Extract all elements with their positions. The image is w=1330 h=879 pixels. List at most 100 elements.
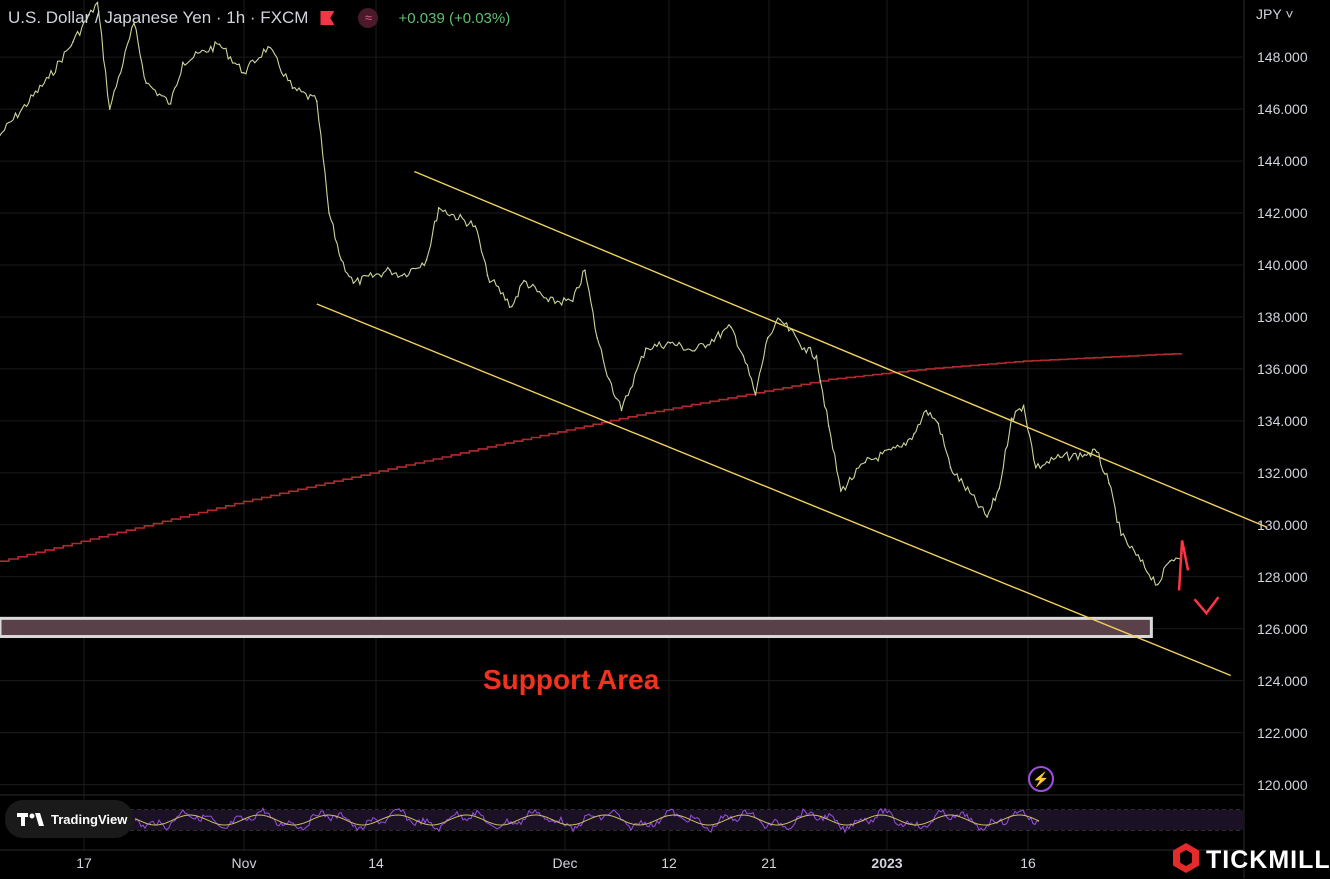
arrow-head <box>1193 596 1220 616</box>
symbol-title[interactable]: U.S. Dollar / Japanese Yen · 1h · FXCM <box>8 8 309 27</box>
price-point <box>133 22 135 25</box>
price-point <box>47 77 50 79</box>
price-point <box>754 394 757 396</box>
price-point <box>584 269 586 271</box>
price-point <box>608 378 611 381</box>
price-point <box>1156 583 1159 586</box>
price-point <box>425 259 428 261</box>
lightning-icon[interactable]: ⚡ <box>1028 766 1054 792</box>
price-point <box>1120 534 1122 536</box>
price-point <box>486 274 489 277</box>
price-point <box>949 466 952 469</box>
price-point <box>169 103 172 105</box>
price-point <box>730 326 732 329</box>
x-tick-label: 16 <box>1020 855 1036 871</box>
moving-average-line <box>0 353 1183 562</box>
price-point <box>145 82 148 84</box>
price-line <box>0 1 1183 586</box>
price-point <box>0 134 1 136</box>
x-tick-label: 12 <box>661 855 677 871</box>
price-point <box>669 342 672 344</box>
tradingview-label: TradingView <box>51 811 128 827</box>
price-point <box>986 516 988 518</box>
channel-upper-line <box>414 170 1268 529</box>
price-point <box>511 305 513 308</box>
x-tick-label: 21 <box>761 855 777 871</box>
price-point <box>596 336 598 339</box>
tradingview-logo-icon <box>17 810 47 828</box>
y-tick-label: 148.000 <box>1257 49 1308 66</box>
price-point <box>571 300 574 303</box>
price-point <box>645 347 647 349</box>
y-tick-label: 144.000 <box>1257 153 1308 170</box>
price-point <box>937 422 940 425</box>
price-point <box>779 318 781 321</box>
y-tick-label: 124.000 <box>1257 672 1308 689</box>
bounce-arrow <box>1177 540 1190 591</box>
price-point <box>1083 453 1086 456</box>
price-point <box>328 212 330 214</box>
price-point <box>864 461 867 464</box>
wave-icon[interactable]: ≈ <box>358 8 379 28</box>
x-tick-label: Dec <box>552 855 578 871</box>
price-point <box>316 100 318 103</box>
tradingview-badge[interactable]: TradingView <box>5 800 133 838</box>
x-tick-label: 14 <box>368 855 384 871</box>
y-tick-label: 128.000 <box>1257 568 1308 585</box>
price-point <box>352 282 355 284</box>
price-point <box>242 71 245 74</box>
price-point <box>340 259 343 261</box>
support-zone <box>0 616 1153 639</box>
price-point <box>181 61 184 64</box>
y-tick-label: 142.000 <box>1257 205 1308 222</box>
y-tick-label: 122.000 <box>1257 724 1308 741</box>
tickmill-label: TICKMILL <box>1206 845 1330 874</box>
chart-header: U.S. Dollar / Japanese Yen · 1h · FXCM ≈… <box>8 7 510 29</box>
y-tick-label: 134.000 <box>1257 412 1308 429</box>
price-point <box>1169 560 1171 562</box>
price-point <box>401 274 403 277</box>
tickmill-brand: TICKMILL <box>1172 842 1330 878</box>
price-point <box>1059 456 1062 459</box>
y-tick-label: 136.000 <box>1257 360 1308 377</box>
x-tick-label: Nov <box>231 855 257 871</box>
y-tick-label: 138.000 <box>1257 308 1308 325</box>
price-point <box>474 225 477 227</box>
tickmill-logo-icon <box>1172 842 1200 879</box>
price-point <box>1010 417 1013 420</box>
price-point <box>96 1 99 4</box>
osc-band-fill <box>130 810 1243 830</box>
currency-dropdown[interactable]: JPY ˅ <box>1256 6 1294 22</box>
price-point <box>1022 404 1025 407</box>
price-point <box>766 336 769 339</box>
price-point <box>291 87 294 90</box>
price-point <box>108 108 111 110</box>
x-tick-label: 17 <box>76 855 92 871</box>
price-point <box>1108 482 1110 485</box>
support-area-label: Support Area <box>483 664 660 695</box>
price-point <box>900 446 903 448</box>
price-point <box>693 349 696 352</box>
y-tick-label: 132.000 <box>1257 464 1308 481</box>
price-change: +0.039 (+0.03%) <box>398 9 511 27</box>
price-point <box>437 207 440 209</box>
price-point <box>72 40 74 43</box>
y-tick-label: 120.000 <box>1257 776 1308 793</box>
price-point <box>523 279 525 282</box>
price-point <box>815 355 818 357</box>
y-tick-label: 126.000 <box>1257 620 1308 637</box>
y-tick-label: 146.000 <box>1257 101 1308 118</box>
price-point <box>267 45 269 48</box>
y-tick-label: 140.000 <box>1257 257 1308 273</box>
price-point <box>547 300 550 303</box>
channel-lower-line <box>316 303 1232 677</box>
price-point <box>620 409 623 412</box>
flag-icon[interactable] <box>320 11 334 25</box>
price-point <box>1035 466 1037 469</box>
oscillator-line <box>134 807 1040 834</box>
price-point <box>742 355 745 357</box>
price-point <box>998 487 1001 490</box>
price-point <box>1095 451 1098 453</box>
price-point <box>913 433 915 435</box>
